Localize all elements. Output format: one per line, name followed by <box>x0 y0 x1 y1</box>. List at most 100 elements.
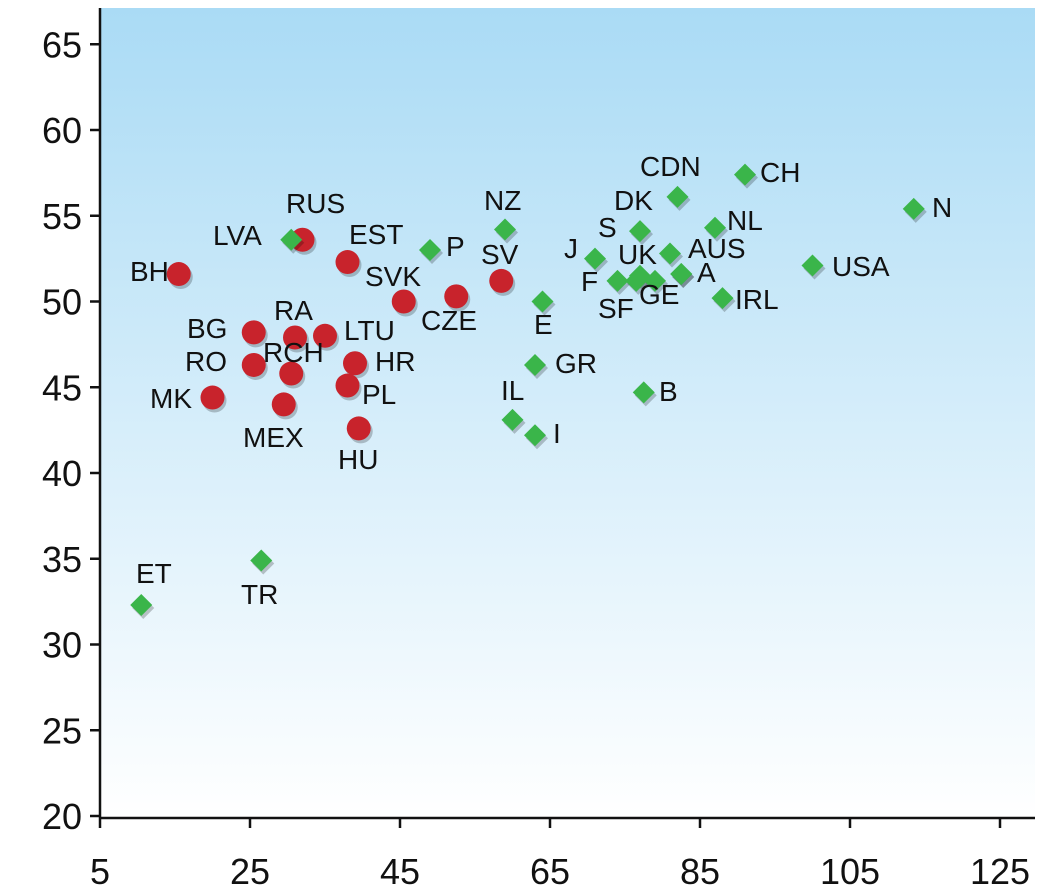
label-bh: BH <box>130 256 169 287</box>
point-ro <box>241 352 266 377</box>
point-mk <box>200 385 225 410</box>
label-rch: RCH <box>263 337 324 368</box>
label-mex: MEX <box>243 422 304 453</box>
x-tick-label: 105 <box>820 851 880 892</box>
label-uk: UK <box>618 239 657 270</box>
point-a <box>670 263 693 286</box>
label-est: EST <box>349 219 403 250</box>
point-tr <box>250 549 273 572</box>
point-e <box>531 290 554 313</box>
point-irl <box>711 287 734 310</box>
label-n: N <box>932 192 952 223</box>
label-sf: SF <box>598 293 634 324</box>
x-tick-label: 45 <box>380 851 420 892</box>
label-i: I <box>553 418 561 449</box>
x-tick-label: 85 <box>680 851 720 892</box>
axes: 20 25 30 35 40 45 50 55 60 65 5 25 45 65 85 105 125 <box>42 8 1035 892</box>
label-irl: IRL <box>735 284 779 315</box>
label-hr: HR <box>375 346 415 377</box>
label-et: ET <box>136 558 172 589</box>
point-hr <box>343 351 367 376</box>
point-p <box>419 239 441 262</box>
point-nl <box>704 216 726 239</box>
label-cdn: CDN <box>640 151 701 182</box>
y-tick-label: 45 <box>42 367 82 408</box>
y-tick-label: 55 <box>42 196 82 237</box>
label-ge: GE <box>639 279 679 310</box>
label-ltu: LTU <box>344 315 395 346</box>
label-tr: TR <box>241 579 278 610</box>
point-cze <box>444 284 469 309</box>
label-e: E <box>534 309 553 340</box>
x-tick-label: 25 <box>230 851 270 892</box>
point-s <box>629 220 651 243</box>
point-lva <box>280 228 303 251</box>
point-nz <box>494 218 516 241</box>
point-rus <box>290 227 315 252</box>
point-svk <box>391 289 416 314</box>
point-pl <box>335 373 360 398</box>
label-cze: CZE <box>421 305 477 336</box>
label-lva: LVA <box>213 220 262 251</box>
label-b: B <box>659 376 678 407</box>
label-il: IL <box>501 375 524 406</box>
y-tick-label: 20 <box>42 796 82 837</box>
y-tick-label: 25 <box>42 710 82 751</box>
label-dk: DK <box>614 185 653 216</box>
label-rus: RUS <box>286 188 345 219</box>
point-sf <box>625 269 648 292</box>
y-tick-label: 40 <box>42 453 82 494</box>
label-s: S <box>598 212 617 243</box>
label-ra: RA <box>274 295 313 326</box>
data-marks <box>130 163 927 620</box>
label-nl: NL <box>727 205 763 236</box>
y-tick-label: 35 <box>42 539 82 580</box>
label-p: P <box>446 231 465 262</box>
point-n <box>902 197 925 220</box>
point-bg <box>241 320 266 345</box>
label-usa: USA <box>832 251 890 282</box>
point-et <box>130 594 153 617</box>
y-tick-label: 50 <box>42 282 82 323</box>
point-ltu <box>313 323 337 348</box>
label-f: F <box>581 266 598 297</box>
label-nz: NZ <box>484 185 521 216</box>
point-gr <box>524 353 546 376</box>
label-aus: AUS <box>688 233 746 264</box>
point-ch <box>734 163 756 186</box>
x-tick-label: 125 <box>970 851 1030 892</box>
point-i <box>524 424 546 447</box>
y-tick-label: 30 <box>42 625 82 666</box>
x-tick-label: 5 <box>90 851 110 892</box>
point-ge <box>644 269 666 292</box>
label-ro: RO <box>185 346 227 377</box>
point-il <box>501 408 524 431</box>
point-mex <box>271 392 296 417</box>
point-b <box>632 381 655 404</box>
y-tick-label: 65 <box>42 24 82 65</box>
point-est <box>335 250 360 275</box>
point-dk <box>666 185 689 208</box>
label-ch: CH <box>760 157 800 188</box>
label-sv: SV <box>481 239 519 270</box>
label-pl: PL <box>362 379 396 410</box>
label-j: J <box>564 233 578 264</box>
label-bg: BG <box>187 313 227 344</box>
point-sv <box>489 268 514 293</box>
label-hu: HU <box>338 444 378 475</box>
plot-background <box>100 8 1035 818</box>
y-tick-label: 60 <box>42 110 82 151</box>
point-j <box>584 247 606 270</box>
point-bh <box>166 262 191 287</box>
point-f <box>606 269 629 292</box>
point-usa <box>801 254 824 277</box>
point-cdn <box>659 242 681 265</box>
label-mk: MK <box>150 383 192 414</box>
label-a: A <box>697 257 716 288</box>
point-rch <box>279 361 304 386</box>
point-ra <box>283 325 307 350</box>
point-hu <box>346 416 371 441</box>
x-tick-label: 65 <box>530 851 570 892</box>
